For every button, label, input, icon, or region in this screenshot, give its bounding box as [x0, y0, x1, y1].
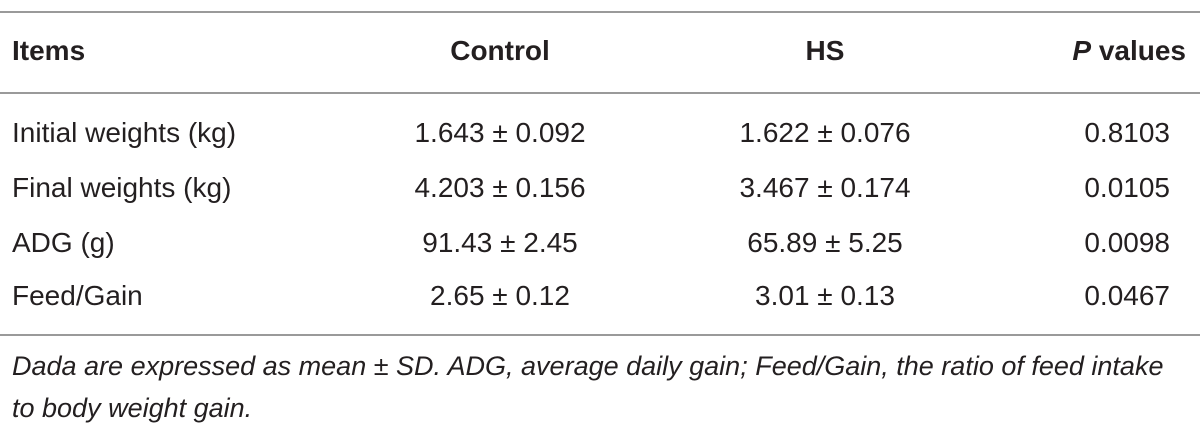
row-p-cell: 0.0467 — [1084, 280, 1170, 311]
row-p-cell: 0.0098 — [1084, 227, 1170, 258]
table-header-rule — [0, 92, 1200, 94]
row-items-cell: Feed/Gain — [12, 280, 143, 311]
table-row: ADG (g) 91.43 ± 2.45 65.89 ± 5.25 0.0098 — [0, 219, 1200, 267]
table-header-row: Items Control HS P values — [0, 27, 1200, 75]
table-top-rule — [0, 11, 1200, 13]
header-items: Items — [12, 35, 86, 66]
row-control-cell: 4.203 ± 0.156 — [414, 172, 586, 203]
row-items-cell: Initial weights (kg) — [12, 117, 237, 148]
row-items-cell: Final weights (kg) — [12, 172, 232, 203]
row-p-cell: 0.8103 — [1084, 117, 1170, 148]
row-control-cell: 1.643 ± 0.092 — [414, 117, 586, 148]
header-p-values: P values — [1072, 27, 1186, 75]
table-row: Feed/Gain 2.65 ± 0.12 3.01 ± 0.13 0.0467 — [0, 272, 1200, 320]
row-items-cell: ADG (g) — [12, 227, 115, 258]
table-footnote: Dada are expressed as mean ± SD. ADG, av… — [12, 351, 1164, 423]
row-hs-cell: 3.01 ± 0.13 — [755, 280, 895, 311]
header-p-letter: P — [1072, 35, 1092, 66]
header-control: Control — [450, 35, 550, 66]
row-hs-cell: 65.89 ± 5.25 — [747, 227, 903, 258]
table-row: Initial weights (kg) 1.643 ± 0.092 1.622… — [0, 109, 1200, 157]
row-hs-cell: 3.467 ± 0.174 — [739, 172, 911, 203]
row-control-cell: 91.43 ± 2.45 — [422, 227, 578, 258]
header-hs: HS — [805, 35, 845, 66]
header-p-suffix: values — [1091, 35, 1186, 66]
row-p-cell: 0.0105 — [1084, 172, 1170, 203]
row-control-cell: 2.65 ± 0.12 — [430, 280, 570, 311]
table-bottom-rule — [0, 334, 1200, 336]
table-row: Final weights (kg) 4.203 ± 0.156 3.467 ±… — [0, 164, 1200, 212]
row-hs-cell: 1.622 ± 0.076 — [739, 117, 911, 148]
